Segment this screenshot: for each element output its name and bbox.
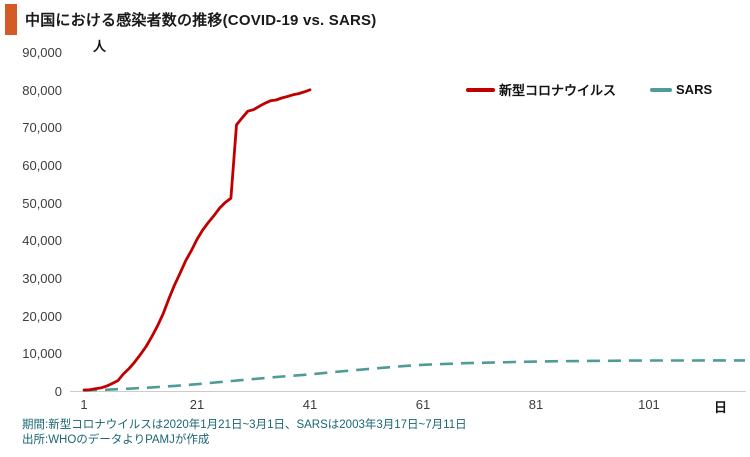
source-line: 出所:WHOのデータよりPAMJが作成 — [22, 434, 210, 447]
covid-line — [82, 88, 312, 392]
covid-line-swatch — [466, 87, 495, 92]
legend-item-covid: 新型コロナウイルス — [466, 80, 616, 99]
y-tick-label: 40,000 — [22, 233, 62, 249]
x-tick-label: 1 — [80, 397, 88, 412]
legend-item-sars: SARS — [650, 82, 712, 97]
y-axis-unit-label: 人 — [93, 39, 107, 54]
y-tick-label: 90,000 — [22, 45, 62, 60]
chart-header: 中国における感染者数の推移(COVID-19 vs. SARS) — [5, 4, 376, 35]
title-accent-bar — [5, 4, 17, 35]
x-tick-label: 101 — [638, 397, 660, 412]
y-tick-label: 10,000 — [22, 346, 62, 362]
legend: 新型コロナウイルス SARS — [466, 80, 712, 99]
y-tick-label: 20,000 — [22, 308, 62, 324]
y-tick-label: 50,000 — [22, 195, 62, 211]
y-tick-label: 60,000 — [22, 158, 62, 173]
y-tick-label: 70,000 — [22, 120, 62, 136]
legend-label-covid: 新型コロナウイルス — [499, 83, 617, 98]
sars-line — [83, 359, 745, 392]
legend-label-sars: SARS — [676, 82, 713, 97]
page-title: 中国における感染者数の推移(COVID-19 vs. SARS) — [25, 12, 377, 29]
y-tick-label: 0 — [54, 384, 62, 399]
x-tick-label: 61 — [415, 397, 431, 412]
y-tick-label: 30,000 — [22, 271, 62, 286]
x-tick-label: 41 — [302, 397, 318, 412]
x-axis-unit-label: 日 — [714, 400, 728, 415]
y-tick-label: 80,000 — [22, 82, 62, 98]
x-tick-label: 81 — [528, 397, 544, 412]
period-note: 期間:新型コロナウイルスは2020年1月21日~3月1日、SARSは2003年3… — [22, 419, 467, 431]
source-note: 期間:新型コロナウイルスは2020年1月21日~3月1日、SARSは2003年3… — [22, 418, 467, 448]
x-tick-label: 21 — [189, 397, 205, 412]
sars-line-swatch — [650, 87, 673, 92]
